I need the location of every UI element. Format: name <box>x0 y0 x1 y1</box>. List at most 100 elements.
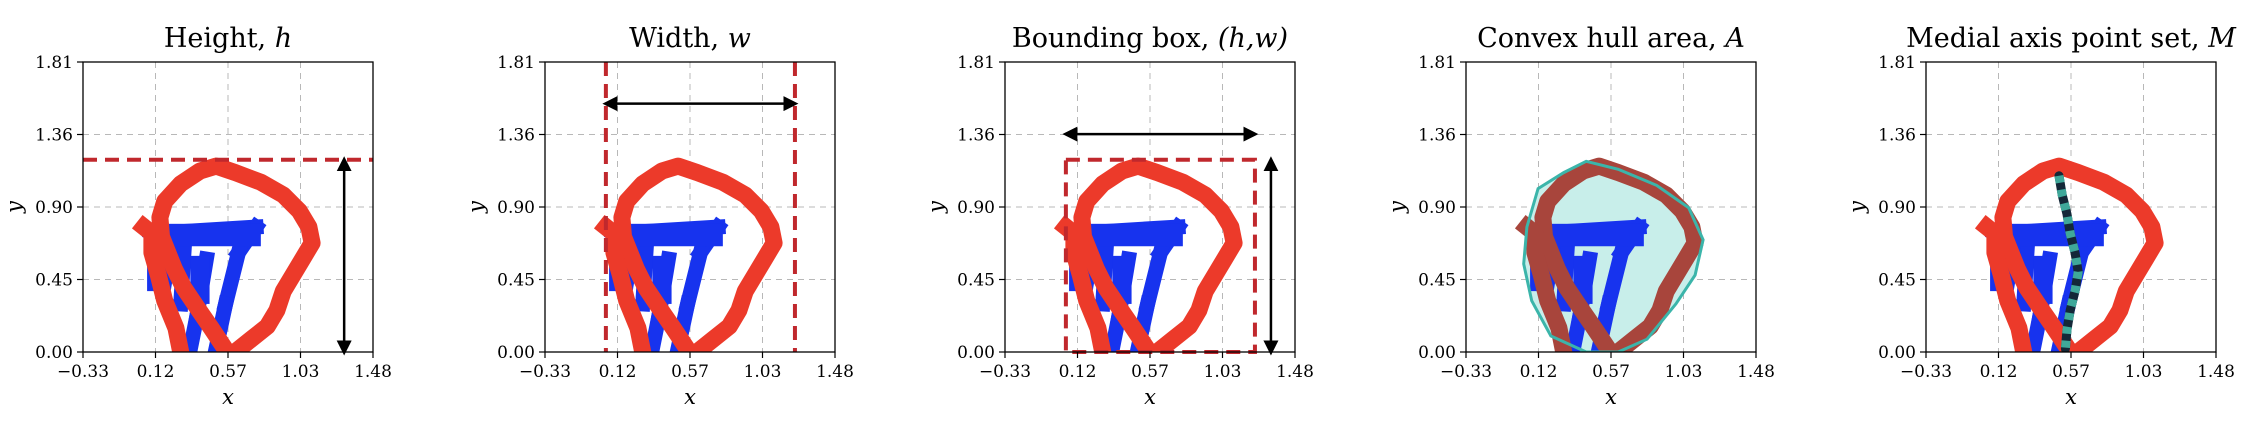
x-tick-label: −0.33 <box>57 362 109 382</box>
plot-area <box>1974 157 2164 352</box>
panel-title: Bounding box, (h,w) <box>1012 23 1288 54</box>
x-tick-label: −0.33 <box>1900 362 1952 382</box>
y-tick-label: 1.36 <box>35 126 73 146</box>
x-tick-label: 1.03 <box>2125 362 2163 382</box>
hull-outline <box>1522 159 1705 352</box>
blue-stroke-segment <box>182 307 206 352</box>
y-axis-label: y <box>464 200 488 214</box>
y-tick-label: 0.90 <box>957 198 995 218</box>
blue-top-bar <box>148 223 261 247</box>
panel-title: Convex hull area, A <box>1477 23 1745 54</box>
x-tick-label: 1.03 <box>282 362 320 382</box>
blue-stroke-segment <box>644 307 668 352</box>
red-inner-stroke <box>1974 215 2033 352</box>
x-tick-label: 1.48 <box>816 362 854 382</box>
x-tick-label: 1.03 <box>1665 362 1703 382</box>
x-tick-label: 1.48 <box>1276 362 1314 382</box>
y-tick-label: 0.00 <box>1418 343 1456 363</box>
blue-top-bar <box>610 223 723 247</box>
x-tick-label: 1.48 <box>354 362 392 382</box>
panel-title-symbol: A <box>1722 23 1745 54</box>
x-tick-label: 1.03 <box>744 362 782 382</box>
x-tick-label: 1.48 <box>1737 362 1775 382</box>
plot-area <box>593 157 783 352</box>
y-tick-label: 0.00 <box>1878 343 1916 363</box>
panel-title-text: Height, <box>164 23 275 54</box>
x-tick-label: 0.12 <box>1520 362 1558 382</box>
x-tick-label: 0.57 <box>671 362 709 382</box>
panel-title-text: Medial axis point set, <box>1906 23 2208 54</box>
y-axis-label: y <box>924 200 948 214</box>
y-tick-label: 1.81 <box>1418 53 1456 73</box>
blue-top-bar <box>1070 223 1183 247</box>
blue-stroke-segment <box>1138 243 1170 314</box>
red-outline <box>1073 157 1243 352</box>
panel-title-symbol: (h,w) <box>1218 23 1288 54</box>
plot-area <box>1053 157 1243 352</box>
x-tick-label: 0.57 <box>1131 362 1169 382</box>
y-axis-label: y <box>2 200 26 214</box>
blue-top-bar <box>1531 223 1644 247</box>
panel-2: −0.33 0.12 0.57 1.03 1.48 0.00 0.45 0.90 1.36 1.8… <box>464 23 854 409</box>
red-outline <box>1994 157 2164 352</box>
y-tick-label: 0.45 <box>1878 271 1916 291</box>
panel-title-text: Convex hull area, <box>1477 23 1725 54</box>
panel-5: −0.33 0.12 0.57 1.03 1.48 0.00 0.45 0.90 1.36 1.8… <box>1845 23 2237 409</box>
y-tick-label: 1.36 <box>957 126 995 146</box>
x-tick-label: 0.12 <box>1059 362 1097 382</box>
y-tick-label: 0.45 <box>1418 271 1456 291</box>
blue-stroke-segment <box>2025 307 2049 352</box>
y-tick-label: 0.45 <box>497 271 535 291</box>
x-axis-label: x <box>1144 385 1156 409</box>
x-tick-label: −0.33 <box>979 362 1031 382</box>
blue-stroke-segment <box>678 243 710 314</box>
plot-area <box>131 157 321 352</box>
panel-title: Medial axis point set, M <box>1906 23 2237 54</box>
y-axis-label: y <box>1845 200 1869 214</box>
panel-title: Height, h <box>164 23 292 54</box>
panel-title-symbol: w <box>728 23 751 54</box>
red-inner-stroke <box>131 215 190 352</box>
x-tick-label: 0.57 <box>2052 362 2090 382</box>
y-tick-label: 0.90 <box>497 198 535 218</box>
panel-title-symbol: h <box>275 23 292 54</box>
y-tick-label: 1.81 <box>1878 53 1916 73</box>
red-inner-stroke <box>1514 215 1573 352</box>
panel-3: −0.33 0.12 0.57 1.03 1.48 0.00 0.45 0.90 1.36 1.8… <box>924 23 1314 409</box>
y-tick-label: 1.36 <box>1418 126 1456 146</box>
x-tick-label: −0.33 <box>1440 362 1492 382</box>
x-tick-label: −0.33 <box>519 362 571 382</box>
medial-axis-points <box>2054 175 2083 350</box>
y-tick-label: 0.90 <box>1418 198 1456 218</box>
x-tick-label: 0.57 <box>209 362 247 382</box>
blue-stroke-segment <box>216 243 248 314</box>
x-tick-label: 0.57 <box>1592 362 1630 382</box>
x-tick-label: 0.12 <box>599 362 637 382</box>
y-tick-label: 0.00 <box>35 343 73 363</box>
y-tick-label: 0.45 <box>35 271 73 291</box>
red-outline <box>1534 157 1704 352</box>
x-axis-label: x <box>1605 385 1617 409</box>
panel-4: −0.33 0.12 0.57 1.03 1.48 0.00 0.45 0.90 1.36 1.8… <box>1385 23 1775 409</box>
panel-title-text: Bounding box, <box>1012 23 1218 54</box>
y-tick-label: 1.81 <box>957 53 995 73</box>
y-tick-label: 1.81 <box>35 53 73 73</box>
y-tick-label: 0.00 <box>957 343 995 363</box>
y-axis-label: y <box>1385 200 1409 214</box>
red-inner-stroke <box>593 215 652 352</box>
x-axis-label: x <box>684 385 696 409</box>
x-tick-label: 1.03 <box>1204 362 1242 382</box>
y-tick-label: 0.90 <box>35 198 73 218</box>
blue-stroke-segment <box>1599 243 1631 314</box>
y-tick-label: 0.90 <box>1878 198 1916 218</box>
red-outline <box>151 157 321 352</box>
x-axis-label: x <box>222 385 234 409</box>
y-tick-label: 1.81 <box>497 53 535 73</box>
blue-stroke-segment <box>1565 307 1589 352</box>
plot-area <box>1514 157 1705 352</box>
panel-title: Width, w <box>629 23 751 54</box>
x-tick-label: 0.12 <box>137 362 175 382</box>
x-tick-label: 1.48 <box>2197 362 2235 382</box>
panel-title-text: Width, <box>629 23 728 54</box>
